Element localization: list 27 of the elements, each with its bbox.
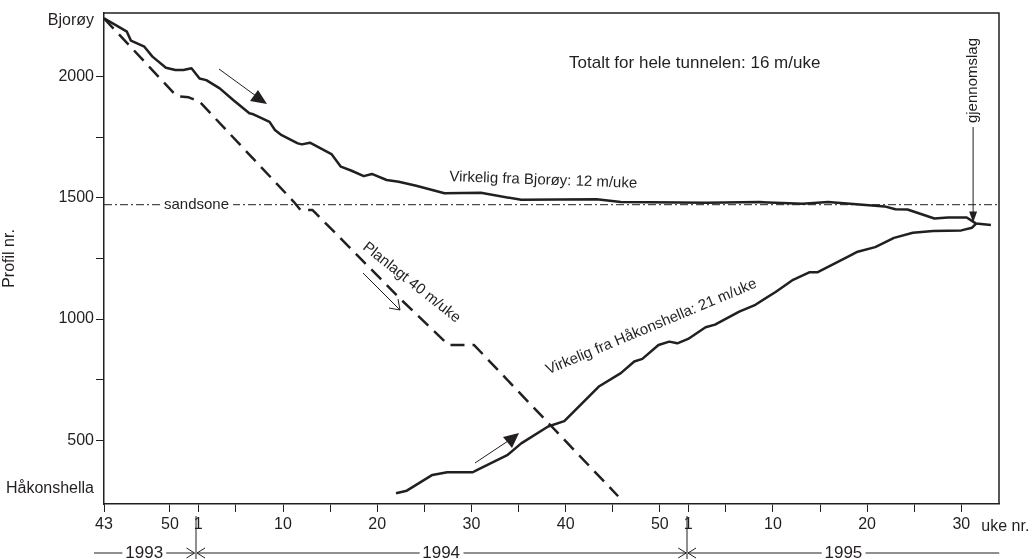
x-tick-label: 20 — [858, 515, 877, 533]
text: 1993 — [125, 542, 164, 559]
x-tick-label: 43 — [95, 515, 113, 533]
x-tick-label: 40 — [556, 515, 575, 533]
text: 1995 — [824, 542, 863, 559]
y-tick-label: 500 — [67, 430, 95, 448]
y-tick-label: 1500 — [58, 188, 95, 206]
y-tick-label: 2000 — [58, 67, 95, 85]
x-tick-label: 1 — [193, 515, 203, 533]
x-tick-label: 50 — [650, 515, 669, 533]
x-tick-label: 1 — [683, 515, 693, 533]
ref-line-label: sandsone — [164, 194, 230, 212]
series-label: Virkelig fra Bjorøy: 12 m/uke — [449, 166, 638, 191]
x-tick-label: 50 — [161, 515, 179, 533]
annotation: gjennomslag — [963, 37, 981, 124]
x-axis-title: uke nr. — [981, 517, 1030, 535]
text: 1994 — [422, 542, 461, 559]
y-tick-label: 1000 — [58, 309, 95, 327]
y-tick-label: Bjorøy — [47, 11, 94, 29]
y-tick-label: Håkonshella — [5, 479, 95, 497]
x-tick-label: 30 — [462, 515, 481, 533]
y-axis-title: Profil nr. — [0, 229, 18, 288]
annotation: Totalt for hele tunnelen: 16 m/uke — [569, 52, 821, 72]
x-tick-label: 10 — [764, 515, 782, 533]
x-tick-label: 20 — [368, 515, 387, 533]
x-tick-label: 10 — [274, 515, 292, 533]
x-tick-label: 30 — [952, 515, 971, 533]
